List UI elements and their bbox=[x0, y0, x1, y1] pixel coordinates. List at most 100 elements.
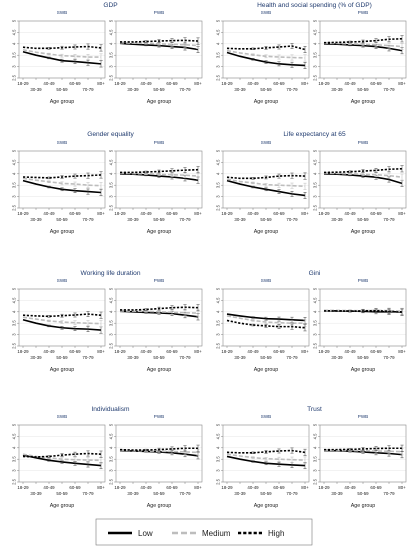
subplot-label: PWB bbox=[358, 140, 368, 145]
y-tick-label: 5 bbox=[109, 287, 114, 290]
x-tick-label: 70-79 bbox=[286, 217, 298, 222]
x-tick-label: 18-29 bbox=[318, 81, 330, 86]
x-tick-label: 70-79 bbox=[179, 217, 191, 222]
y-tick-label: 4 bbox=[313, 310, 318, 313]
x-tick-label: 60-69 bbox=[69, 485, 81, 490]
y-tick-label: 3.5 bbox=[12, 456, 17, 462]
y-tick-label: 2.5 bbox=[109, 204, 114, 210]
plot-frame bbox=[18, 288, 106, 347]
x-tick-label: 60-69 bbox=[273, 485, 285, 490]
x-tick-label: 40-49 bbox=[140, 81, 152, 86]
y-tick-label: 3 bbox=[313, 65, 318, 68]
panel-gender-equality: Gender equalitySWB2.533.544.5518-2930-39… bbox=[12, 131, 203, 235]
y-tick-label: 5 bbox=[216, 149, 221, 152]
x-tick-label: 30-39 bbox=[30, 491, 42, 496]
subplot-label: PWB bbox=[358, 10, 368, 15]
y-tick-label: 3.5 bbox=[313, 52, 318, 58]
y-tick-label: 3 bbox=[109, 65, 114, 68]
x-tick-label: 40-49 bbox=[43, 485, 55, 490]
y-tick-label: 3 bbox=[313, 333, 318, 336]
x-tick-label: 50-59 bbox=[357, 217, 369, 222]
x-tick-label: 30-39 bbox=[234, 355, 246, 360]
panel-working-life-duration: Working life duration SWB 2.5 3 3.5 4 4.5 5 18-2… bbox=[12, 270, 203, 373]
x-tick-label: 30-39 bbox=[127, 491, 139, 496]
x-tick-label: 40-49 bbox=[43, 81, 55, 86]
subplot-swb: SWB 2.5 3 3.5 4 4.5 5 18-2930-3940-4950-5960-69… bbox=[216, 140, 310, 235]
subplot-label: PWB bbox=[358, 414, 368, 419]
y-tick-label: 4 bbox=[313, 172, 318, 175]
y-tick-label: 4 bbox=[12, 446, 17, 449]
panel-title: Trust bbox=[307, 406, 322, 413]
x-tick-label: 60-69 bbox=[69, 81, 81, 86]
x-tick-label: 30-39 bbox=[234, 491, 246, 496]
x-tick-label: 80+ bbox=[194, 485, 202, 490]
y-tick-label: 4.5 bbox=[216, 29, 221, 35]
x-tick-label: 30-39 bbox=[30, 355, 42, 360]
y-tick-label: 5 bbox=[12, 149, 17, 152]
subplot-label: PWB bbox=[358, 278, 368, 283]
y-tick-label: 4.5 bbox=[216, 297, 221, 303]
x-tick-label: 18-29 bbox=[318, 211, 330, 216]
y-tick-label: 4.5 bbox=[109, 433, 114, 439]
x-tick-label: 70-79 bbox=[286, 491, 298, 496]
plot-frame bbox=[18, 20, 106, 79]
x-tick-label: 18-29 bbox=[114, 349, 126, 354]
y-tick-label: 3.5 bbox=[216, 320, 221, 326]
y-tick-label: 2.5 bbox=[109, 74, 114, 80]
y-tick-label: 4 bbox=[12, 172, 17, 175]
plot-frame bbox=[115, 288, 203, 347]
subplot-swb: SWB 2.5 3 3.5 4 4.5 5 18-2930-3940-4950-5960-69… bbox=[12, 278, 106, 373]
subplot-pwb: PWB 2.5 3 3.5 4 4.5 5 18-2930-3940-4950-5960-69… bbox=[313, 140, 407, 235]
y-tick-label: 2.5 bbox=[313, 204, 318, 210]
x-tick-label: 80+ bbox=[194, 349, 202, 354]
y-tick-label: 4.5 bbox=[216, 433, 221, 439]
subplot-label: PWB bbox=[154, 414, 164, 419]
x-tick-label: 80+ bbox=[398, 211, 406, 216]
subplot-swb: SWB 2.5 3 3.5 4 4.5 5 18-2930-3940-4950-5960-69… bbox=[216, 278, 310, 373]
y-tick-label: 3 bbox=[12, 333, 17, 336]
subplot-pwb: PWB 2.5 3 3.5 4 4.5 5 18-2930-3940-4950-5960-69… bbox=[109, 10, 203, 105]
x-tick-label: 18-29 bbox=[114, 211, 126, 216]
x-tick-label: 30-39 bbox=[127, 217, 139, 222]
y-tick-label: 3 bbox=[109, 469, 114, 472]
subplot-label: PWB bbox=[154, 10, 164, 15]
y-tick-label: 2.5 bbox=[216, 74, 221, 80]
x-axis-label: Age group bbox=[351, 229, 375, 235]
y-tick-label: 5 bbox=[216, 287, 221, 290]
x-tick-label: 80+ bbox=[301, 81, 309, 86]
x-tick-label: 40-49 bbox=[344, 349, 356, 354]
x-tick-label: 80+ bbox=[398, 485, 406, 490]
y-tick-label: 3.5 bbox=[109, 182, 114, 188]
y-tick-label: 3 bbox=[216, 469, 221, 472]
y-tick-label: 4.5 bbox=[109, 159, 114, 165]
panel-title: Life expectancy at 65 bbox=[283, 131, 346, 138]
y-tick-label: 3 bbox=[313, 195, 318, 198]
y-tick-label: 4 bbox=[216, 172, 221, 175]
x-axis-label: Age group bbox=[254, 367, 278, 373]
y-tick-label: 2.5 bbox=[109, 342, 114, 348]
legend: Low Medium High bbox=[95, 518, 313, 546]
subplot-label: PWB bbox=[154, 140, 164, 145]
y-tick-label: 4.5 bbox=[109, 297, 114, 303]
y-tick-label: 4 bbox=[109, 310, 114, 313]
x-tick-label: 30-39 bbox=[331, 217, 343, 222]
x-tick-label: 70-79 bbox=[286, 355, 298, 360]
y-tick-label: 4 bbox=[109, 172, 114, 175]
y-tick-label: 3 bbox=[216, 65, 221, 68]
panel-title: GDP bbox=[103, 2, 118, 9]
x-tick-label: 30-39 bbox=[234, 217, 246, 222]
panel-life-expectancy-at-65: Life expectancy at 65 SWB 2.5 3 3.5 4 4.5 5 18-2… bbox=[216, 131, 407, 235]
panel-title: Gender equality bbox=[87, 131, 134, 138]
y-tick-label: 4 bbox=[313, 42, 318, 45]
x-tick-label: 80+ bbox=[398, 349, 406, 354]
x-tick-label: 40-49 bbox=[43, 211, 55, 216]
x-axis-label: Age group bbox=[351, 367, 375, 373]
subplot-swb: SWB 2.5 3 3.5 4 4.5 5 18-2930-3940-4950-5960-69… bbox=[216, 414, 310, 509]
x-tick-label: 18-29 bbox=[17, 211, 29, 216]
x-tick-label: 50-59 bbox=[153, 217, 165, 222]
y-tick-label: 5 bbox=[109, 149, 114, 152]
y-tick-label: 3 bbox=[216, 333, 221, 336]
x-tick-label: 50-59 bbox=[56, 87, 68, 92]
x-axis-label: Age group bbox=[50, 229, 74, 235]
x-tick-label: 60-69 bbox=[370, 81, 382, 86]
